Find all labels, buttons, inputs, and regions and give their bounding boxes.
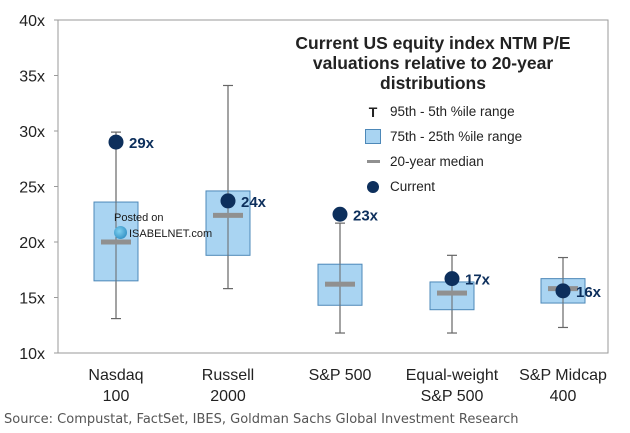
category-group: 17x: [429, 254, 491, 334]
legend-label-range: 95th - 5th %ile range: [390, 104, 515, 119]
median-bar: [325, 281, 355, 287]
current-dot: [555, 283, 571, 299]
x-tick-label: Equal-weight: [406, 367, 499, 384]
current-value-label: 29x: [129, 135, 155, 152]
category-group: 16x: [540, 256, 602, 329]
box-range-icon: [365, 129, 381, 144]
box-series: 29x 24x 23x 17x 16x: [93, 84, 602, 334]
watermark-line1: Posted on: [114, 212, 164, 224]
legend-label-current: Current: [390, 179, 436, 194]
legend-label-box: 75th - 25th %ile range: [390, 129, 523, 144]
current-value-label: 16x: [576, 284, 602, 301]
y-tick-label: 25x: [19, 180, 45, 197]
current-value-label: 17x: [465, 272, 491, 289]
y-tick-label: 35x: [19, 69, 45, 86]
current-dot: [444, 271, 460, 287]
y-axis: 10x 15x 20x 25x 30x 35x 40x: [19, 13, 58, 363]
current-value-label: 24x: [241, 194, 267, 211]
y-tick-label: 20x: [19, 235, 45, 252]
watermark: Posted on ISABELNET.com: [114, 210, 212, 242]
x-tick-label: 400: [550, 388, 577, 405]
x-tick-label: S&P Midcap: [519, 367, 607, 384]
x-tick-label: Nasdaq: [88, 367, 143, 384]
current-dot: [220, 193, 236, 209]
y-tick-label: 15x: [19, 291, 45, 308]
x-axis: Nasdaq 100 Russell 2000 S&P 500 Equal-weight S…: [88, 367, 607, 405]
legend-item-median: 20-year median: [360, 149, 522, 174]
current-value-label: 23x: [353, 207, 379, 224]
globe-icon: [114, 226, 127, 239]
source-note: Source: Compustat, FactSet, IBES, Goldma…: [4, 412, 519, 427]
y-tick-label: 30x: [19, 124, 45, 141]
legend: T 95th - 5th %ile range 75th - 25th %ile…: [360, 99, 522, 199]
y-tick-label: 10x: [19, 346, 45, 363]
current-dot: [332, 206, 348, 222]
current-dot-icon: [367, 180, 379, 193]
legend-item-current: Current: [360, 174, 522, 199]
median-bar: [101, 239, 131, 245]
median-bar: [213, 212, 243, 218]
category-group: 24x: [205, 84, 267, 290]
watermark-line2: ISABELNET.com: [129, 228, 213, 240]
x-tick-label: S&P 500: [309, 367, 372, 384]
legend-label-median: 20-year median: [390, 154, 484, 169]
whisker-range-icon: T: [368, 103, 378, 120]
y-tick-label: 40x: [19, 13, 45, 30]
x-tick-label: Russell: [202, 367, 254, 384]
chart-title: Current US equity index NTM P/E valuatio…: [295, 33, 571, 93]
legend-item-range: T 95th - 5th %ile range: [360, 99, 522, 124]
x-tick-label: S&P 500: [421, 388, 484, 405]
category-group: 23x: [317, 206, 379, 334]
x-tick-label: 100: [103, 388, 130, 405]
category-group: 29x: [93, 131, 155, 320]
x-tick-label: 2000: [210, 388, 246, 405]
current-dot: [108, 134, 124, 150]
median-dash-icon: [366, 160, 380, 163]
median-bar: [437, 290, 467, 296]
legend-item-box: 75th - 25th %ile range: [360, 124, 522, 149]
